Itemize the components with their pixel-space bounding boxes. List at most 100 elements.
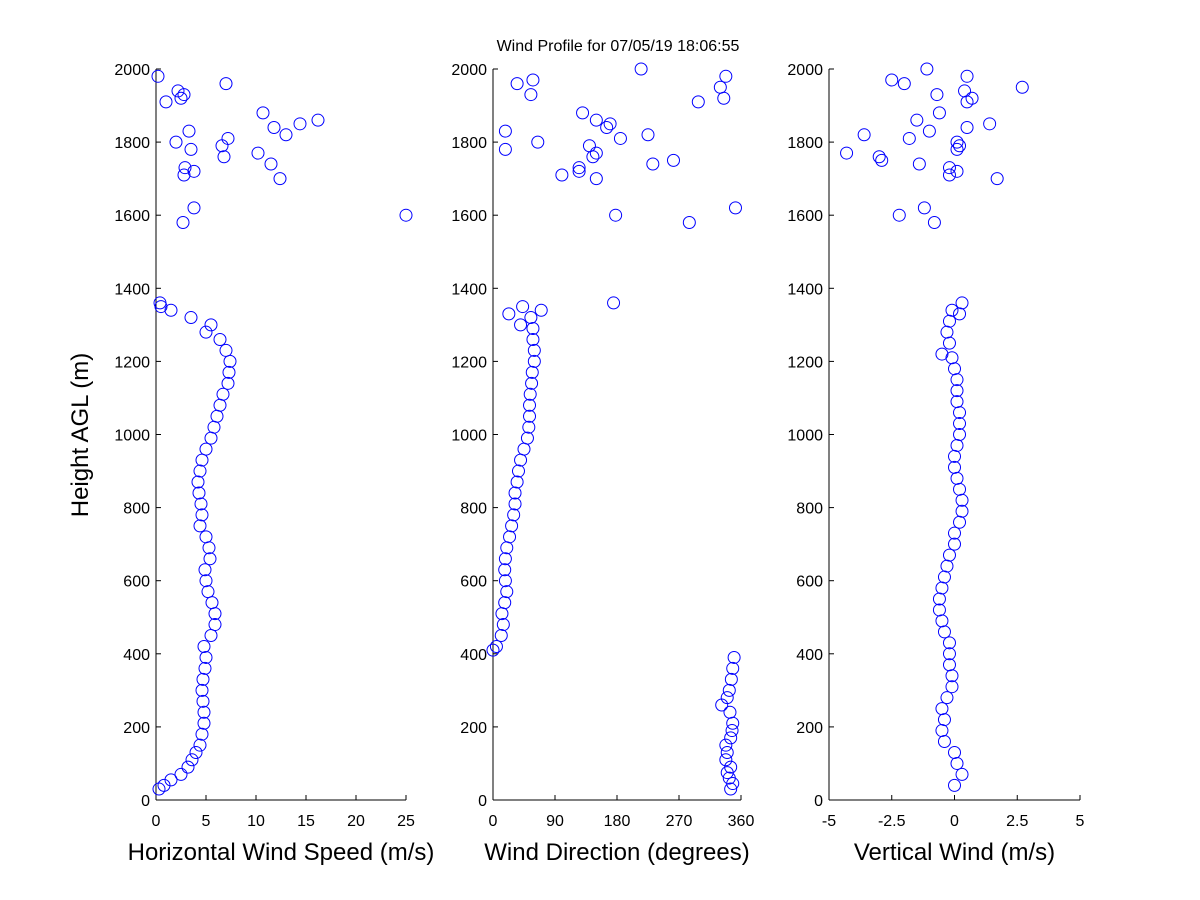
point: [197, 639, 211, 653]
point: [159, 95, 173, 109]
point: [607, 296, 621, 310]
y-tick-label: 1400: [114, 281, 150, 298]
point: [646, 157, 660, 171]
point: [503, 530, 517, 544]
point: [496, 618, 510, 632]
point: [195, 727, 209, 741]
point: [198, 661, 212, 675]
point: [948, 460, 961, 474]
point: [199, 530, 213, 544]
point: [930, 88, 944, 102]
point: [902, 131, 916, 145]
point: [182, 124, 196, 138]
point: [193, 464, 207, 478]
point: [942, 168, 956, 182]
point: [728, 201, 742, 215]
point: [955, 296, 969, 310]
point: [572, 161, 586, 175]
point: [950, 384, 964, 398]
point: [193, 738, 207, 752]
x-tick-label: 20: [347, 813, 365, 830]
point: [498, 596, 512, 610]
point: [193, 519, 207, 533]
point: [498, 563, 512, 577]
point: [523, 398, 537, 412]
point: [204, 318, 218, 332]
point: [722, 771, 736, 785]
point: [960, 69, 974, 83]
point: [174, 767, 188, 781]
point: [722, 683, 736, 697]
point: [525, 376, 539, 390]
y-tick-label: 1000: [787, 428, 823, 445]
y-tick-label: 600: [123, 574, 150, 591]
point: [164, 773, 178, 787]
point: [942, 636, 956, 650]
point: [264, 157, 278, 171]
point: [1015, 80, 1029, 94]
point: [199, 442, 213, 456]
x-tick-label: 180: [604, 813, 631, 830]
y-tick-label: 0: [814, 793, 823, 810]
y-tick-label: 200: [123, 720, 150, 737]
point: [505, 519, 519, 533]
point: [958, 84, 972, 98]
point: [948, 745, 961, 759]
point: [531, 135, 545, 149]
point: [494, 629, 508, 643]
x-tick-label: 25: [397, 813, 415, 830]
point: [219, 77, 233, 91]
y-tick-label: 200: [796, 720, 823, 737]
point: [498, 574, 512, 588]
x-tick-label: 5: [202, 813, 211, 830]
point: [720, 745, 734, 759]
point: [948, 526, 961, 540]
point: [885, 73, 899, 87]
point: [524, 311, 538, 325]
point: [942, 658, 956, 672]
y-tick-label: 800: [123, 501, 150, 518]
point: [164, 303, 178, 317]
point: [724, 760, 738, 774]
y-tick-label: 800: [796, 501, 823, 518]
x-tick-label: 5: [1076, 813, 1085, 830]
y-tick-label: 1200: [114, 354, 150, 371]
point: [922, 124, 936, 138]
point: [945, 351, 959, 365]
y-tick-label: 1000: [114, 428, 150, 445]
point: [727, 650, 741, 664]
point: [199, 650, 213, 664]
point: [613, 131, 627, 145]
point: [935, 347, 949, 361]
point: [194, 497, 208, 511]
y-axis-label: Height AGL (m): [67, 353, 94, 518]
point: [486, 643, 500, 657]
x-tick-label: -5: [822, 813, 836, 830]
y-tick-label: 800: [460, 501, 487, 518]
point: [151, 69, 165, 83]
point: [511, 464, 525, 478]
y-tick-label: 1600: [114, 208, 150, 225]
point: [725, 724, 739, 738]
point: [724, 731, 738, 745]
point: [185, 753, 199, 767]
point: [875, 153, 889, 167]
point: [251, 146, 265, 160]
point: [582, 139, 596, 153]
y-tick-label: 2000: [114, 62, 150, 79]
x-tick-label: 0: [489, 813, 498, 830]
point: [198, 563, 212, 577]
point: [267, 120, 281, 134]
point: [857, 128, 871, 142]
point: [489, 639, 503, 653]
point: [726, 661, 740, 675]
point: [927, 216, 941, 230]
point: [169, 135, 183, 149]
point: [948, 537, 961, 551]
x-tick-label: 270: [666, 813, 693, 830]
point: [196, 672, 210, 686]
x-axis-label: Vertical Wind (m/s): [854, 839, 1055, 866]
point: [187, 201, 201, 215]
y-tick-label: 400: [460, 647, 487, 664]
point: [917, 201, 931, 215]
